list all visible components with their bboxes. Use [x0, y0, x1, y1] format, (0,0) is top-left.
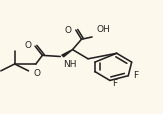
Text: NH: NH	[64, 59, 77, 68]
Text: O: O	[33, 68, 40, 77]
Text: F: F	[133, 70, 138, 79]
Text: F: F	[112, 78, 118, 87]
Text: OH: OH	[97, 25, 111, 34]
Polygon shape	[62, 50, 73, 57]
Text: O: O	[25, 41, 32, 50]
Text: O: O	[65, 26, 72, 35]
